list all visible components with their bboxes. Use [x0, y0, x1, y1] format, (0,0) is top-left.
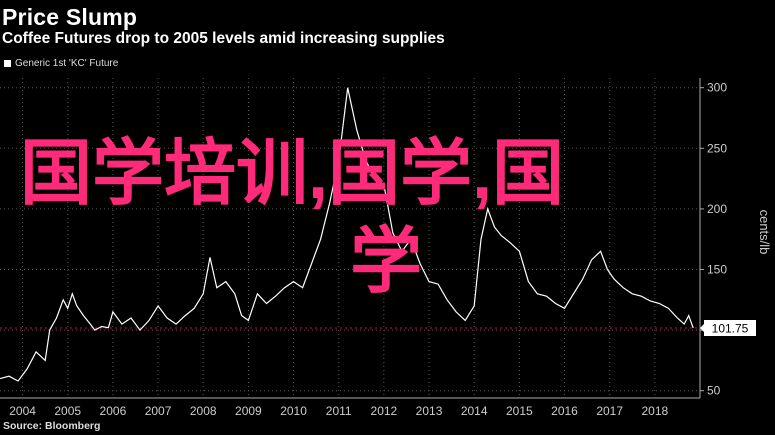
x-tick-label: 2005 [54, 404, 81, 418]
y-tick-label: 250 [707, 141, 727, 155]
x-tick-label: 2010 [280, 404, 307, 418]
x-tick-label: 2007 [145, 404, 172, 418]
x-tick-label: 2004 [9, 404, 36, 418]
legend-swatch [4, 60, 11, 67]
series-line [0, 87, 694, 382]
x-tick-label: 2014 [461, 404, 488, 418]
x-tick-label: 2015 [506, 404, 533, 418]
x-tick-label: 2017 [596, 404, 623, 418]
x-tick-label: 2012 [371, 404, 398, 418]
last-value-box [704, 320, 756, 336]
last-value-pointer [700, 323, 705, 333]
x-tick-label: 2009 [235, 404, 262, 418]
source-note: Source: Bloomberg [3, 420, 101, 432]
x-tick-label: 2006 [100, 404, 127, 418]
y-tick-label: 200 [707, 202, 727, 216]
x-tick-label: 2013 [416, 404, 443, 418]
x-tick-label: 2011 [326, 404, 352, 418]
y-tick-label: 50 [707, 384, 721, 398]
y-tick-label: 300 [707, 81, 727, 95]
last-value-label: 101.75 [712, 322, 749, 336]
x-tick-label: 2018 [641, 404, 668, 418]
x-tick-label: 2016 [551, 404, 578, 418]
x-tick-label: 2008 [190, 404, 217, 418]
legend-label: Generic 1st 'KC' Future [15, 58, 119, 69]
legend: Generic 1st 'KC' Future [4, 58, 118, 69]
y-axis-label: cents/lb [757, 210, 772, 255]
chart-title: Price Slump [2, 4, 138, 30]
y-tick-label: 150 [707, 263, 727, 277]
chart-subtitle: Coffee Futures drop to 2005 levels amid … [2, 30, 445, 47]
